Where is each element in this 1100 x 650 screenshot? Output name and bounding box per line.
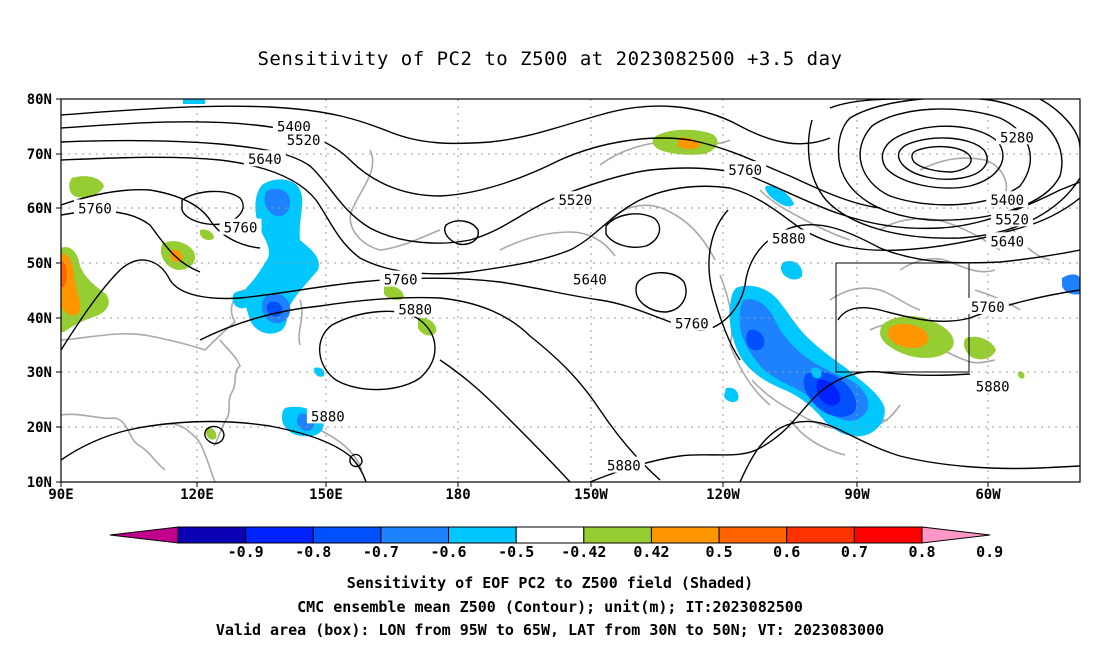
contour-label-background bbox=[243, 150, 286, 167]
contour-label: 5520 bbox=[287, 133, 321, 149]
colorbar-swatch bbox=[718, 526, 788, 544]
valid-area-box bbox=[835, 262, 970, 373]
colorbar-end-left bbox=[109, 526, 179, 544]
longitude-labels: 90E 120E 150E 180 150W 120W 90W 60W bbox=[48, 487, 1001, 503]
caption-line-2: CMC ensemble mean Z500 (Contour); unit(m… bbox=[297, 598, 803, 616]
colorbar-label: -0.5 bbox=[498, 543, 534, 561]
contour-label: 5880 bbox=[772, 232, 806, 248]
page-title: Sensitivity of PC2 to Z500 at 2023082500… bbox=[257, 48, 843, 70]
colorbar-swatch bbox=[177, 526, 247, 544]
lon-label: 120W bbox=[706, 487, 740, 503]
contour-label-background bbox=[379, 270, 422, 287]
lat-label: 30N bbox=[27, 365, 52, 381]
contour-label: 5880 bbox=[398, 303, 432, 319]
lat-label: 80N bbox=[27, 92, 52, 108]
contour-label-background bbox=[219, 218, 262, 235]
colorbar-label: -0.7 bbox=[363, 543, 399, 561]
contour-label: 5880 bbox=[976, 379, 1010, 395]
colorbar-label: 0.9 bbox=[976, 543, 1003, 561]
caption-line-1: Sensitivity of EOF PC2 to Z500 field (Sh… bbox=[346, 574, 754, 592]
contour-label: 5640 bbox=[573, 273, 607, 289]
plot-frame bbox=[60, 98, 1081, 483]
lon-label: 90E bbox=[48, 487, 73, 503]
contour-label-background bbox=[986, 232, 1029, 249]
lon-label: 180 bbox=[445, 487, 470, 503]
contour-label: 5640 bbox=[990, 234, 1024, 250]
colorbar-swatch bbox=[583, 526, 652, 544]
contour-label-background bbox=[73, 199, 116, 216]
colorbar-swatch bbox=[853, 526, 923, 544]
contour-label-background bbox=[986, 191, 1029, 208]
contour-label: 5760 bbox=[384, 273, 418, 289]
tick-marks bbox=[56, 98, 989, 487]
lon-label: 150E bbox=[309, 487, 343, 503]
colorbar-label: 0.6 bbox=[773, 543, 800, 561]
contour-label: 5280 bbox=[1000, 130, 1034, 146]
contour-label: 5760 bbox=[675, 316, 709, 332]
contour-label-background bbox=[554, 191, 597, 208]
colorbar-label: 0.8 bbox=[908, 543, 935, 561]
gridlines bbox=[61, 99, 1080, 482]
lat-label: 10N bbox=[27, 475, 52, 491]
contour-label-background bbox=[602, 456, 645, 473]
contour-label-background bbox=[995, 128, 1038, 145]
lat-label: 40N bbox=[27, 311, 52, 327]
colorbar-label: 0.5 bbox=[706, 543, 733, 561]
colorbar: -0.9 -0.8 -0.7 -0.6 -0.5 -0.42 0.42 0.5 0.6 0.7 0.… bbox=[109, 526, 1003, 561]
colorbar-label: 0.42 bbox=[633, 543, 669, 561]
lon-label: 150W bbox=[574, 487, 608, 503]
contour-label: 5880 bbox=[311, 409, 345, 425]
contour-label-background bbox=[272, 117, 315, 134]
lat-label: 70N bbox=[27, 147, 52, 163]
colorbar-swatch bbox=[786, 526, 855, 544]
contour-label: 5880 bbox=[607, 459, 641, 475]
contour-label: 5760 bbox=[78, 201, 112, 217]
colorbar-label: -0.42 bbox=[561, 543, 606, 561]
contour-label: 5520 bbox=[995, 212, 1029, 228]
positive-sensitivity-shading bbox=[61, 129, 1025, 440]
colorbar-end-right bbox=[921, 526, 991, 544]
colorbar-swatch bbox=[448, 526, 517, 544]
colorbar-label: -0.8 bbox=[295, 543, 331, 561]
colorbar-swatch bbox=[312, 526, 382, 544]
lat-label: 20N bbox=[27, 420, 52, 436]
colorbar-swatch bbox=[380, 526, 450, 544]
colorbar-label: 0.7 bbox=[841, 543, 868, 561]
colorbar-swatch bbox=[515, 526, 585, 544]
plot-area bbox=[61, 99, 1080, 482]
latitude-labels: 80N 70N 60N 50N 40N 30N 20N 10N bbox=[27, 92, 52, 491]
contour-labels: 5400 5520 5640 5760 5760 5520 5760 5640 5760 5880… bbox=[73, 117, 1038, 475]
colorbar-label: -0.6 bbox=[430, 543, 466, 561]
contour-label: 5400 bbox=[990, 193, 1024, 209]
lon-label: 90W bbox=[844, 487, 870, 503]
contour-label-background bbox=[568, 270, 611, 287]
lat-label: 50N bbox=[27, 256, 52, 272]
contour-label-background bbox=[767, 229, 810, 246]
caption-line-3: Valid area (box): LON from 95W to 65W, L… bbox=[215, 621, 885, 639]
contour-label: 5520 bbox=[558, 193, 592, 209]
contour-label-background bbox=[966, 297, 1009, 314]
z500-contours bbox=[61, 99, 1080, 482]
colorbar-label: -0.9 bbox=[228, 543, 264, 561]
lon-label: 120E bbox=[180, 487, 214, 503]
colorbar-swatch bbox=[245, 526, 314, 544]
contour-label: 5760 bbox=[224, 221, 258, 237]
contour-label-background bbox=[306, 407, 349, 424]
negative-sensitivity-shading bbox=[183, 99, 1080, 437]
colorbar-swatch bbox=[650, 526, 720, 544]
contour-label: 5760 bbox=[971, 300, 1005, 316]
lat-label: 60N bbox=[27, 201, 52, 217]
contour-label-background bbox=[971, 377, 1014, 394]
contour-label-background bbox=[282, 131, 325, 148]
contour-label: 5760 bbox=[728, 163, 762, 179]
contour-label: 5640 bbox=[248, 152, 282, 168]
contour-label-background bbox=[670, 314, 713, 331]
contour-label-background bbox=[991, 210, 1034, 227]
contour-label-background bbox=[394, 300, 437, 317]
lon-label: 60W bbox=[975, 487, 1001, 503]
contour-label-background bbox=[724, 161, 767, 178]
